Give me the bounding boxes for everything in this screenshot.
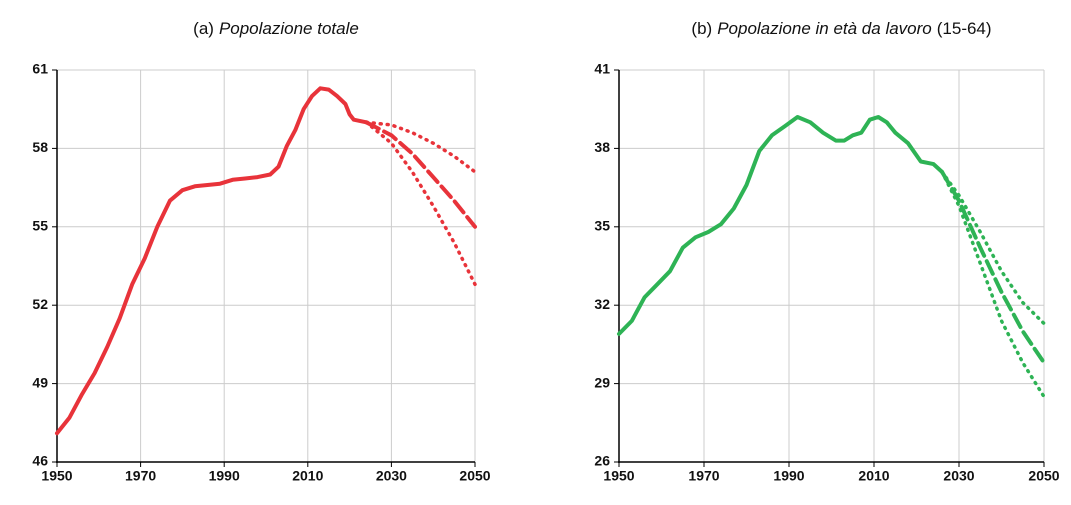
x-tick-label: 2030: [376, 468, 407, 484]
title-part: Popolazione in età da lavoro: [717, 19, 932, 38]
y-tick-label: 26: [594, 453, 610, 469]
x-tick-label: 2010: [292, 468, 323, 484]
line-dotted: [364, 120, 477, 287]
y-tick-label: 35: [594, 218, 610, 234]
line-dashed: [940, 169, 1046, 365]
y-tick-label: 49: [32, 374, 48, 390]
line-solid: [55, 86, 369, 436]
y-tick-label: 29: [594, 374, 610, 390]
x-tick-label: 1990: [209, 468, 240, 484]
x-tick-label: 2030: [943, 468, 974, 484]
y-tick-label: 61: [32, 61, 48, 77]
y-tick-label: 38: [594, 139, 610, 155]
x-tick-label: 1970: [125, 468, 156, 484]
chart: (b) Popolazione in età da lavoro (15-64) 26…: [594, 19, 1059, 483]
line-dashed: [364, 120, 477, 229]
x-tick-label: 2050: [459, 468, 490, 484]
line-dotted: [364, 120, 477, 174]
x-tick-label: 1950: [603, 468, 634, 484]
line-dotted: [940, 170, 1046, 399]
title-part: (15-64): [937, 19, 992, 38]
chart-title: (a) Popolazione totale: [193, 19, 359, 38]
line-dotted: [940, 170, 1046, 326]
x-tick-label: 1950: [41, 468, 72, 484]
title-part: (b): [691, 19, 712, 38]
y-tick-label: 41: [594, 61, 610, 77]
x-tick-label: 2010: [858, 468, 889, 484]
y-tick-label: 46: [32, 453, 48, 469]
title-part: Popolazione totale: [219, 19, 359, 38]
line-solid: [617, 115, 944, 336]
y-tick-label: 58: [32, 139, 48, 155]
chart: (a) Popolazione totale 46 49 52 55 58 61 1950 197…: [32, 19, 490, 483]
y-tick-label: 55: [32, 218, 48, 234]
title-part: (a): [193, 19, 214, 38]
x-tick-label: 2050: [1028, 468, 1059, 484]
y-tick-label: 32: [594, 296, 610, 312]
y-tick-label: 52: [32, 296, 48, 312]
x-tick-label: 1970: [688, 468, 719, 484]
chart-title: (b) Popolazione in età da lavoro (15-64): [691, 19, 991, 38]
x-tick-label: 1990: [773, 468, 804, 484]
